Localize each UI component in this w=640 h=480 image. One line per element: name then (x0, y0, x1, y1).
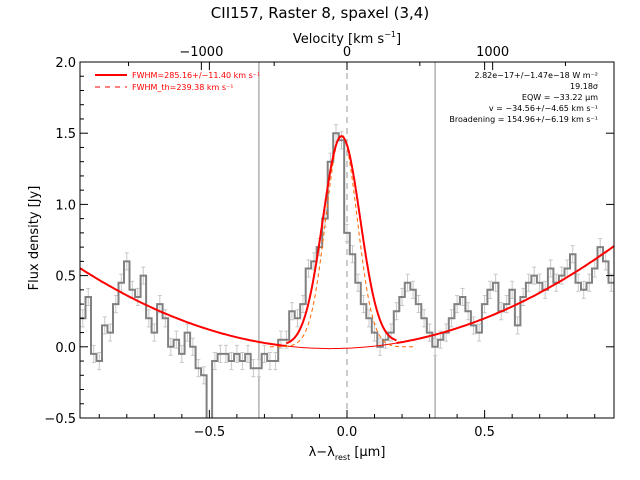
y-tick-label-4: 1.5 (55, 127, 76, 142)
thermal-profile-curve (269, 134, 414, 348)
y-tick-label-1: 0.0 (55, 341, 76, 356)
annotation-block: 2.82e−17+/−1.47e−18 W m⁻² 19.18σ EQW = −… (449, 71, 598, 124)
annotation-line-broadening: Broadening = 154.96+/−6.19 km s⁻¹ (449, 115, 598, 124)
top-tick-label-0: −1000 (179, 45, 223, 60)
legend-label-fwhm-th: FWHM_th=239.38 km s⁻¹ (132, 83, 233, 92)
spectrum-step-line (80, 132, 614, 418)
plot-area (80, 62, 614, 418)
annotation-line-flux: 2.82e−17+/−1.47e−18 W m⁻² (474, 71, 598, 80)
annotation-line-velocity: v = −34.56+/−4.65 km s⁻¹ (489, 104, 598, 113)
legend-label-fwhm: FWHM=285.16+/−11.40 km s⁻¹ (132, 71, 260, 80)
y-tick-label-2: 0.5 (55, 270, 76, 285)
baseline-curve-right (396, 245, 614, 344)
plot-content (80, 62, 614, 418)
top-tick-label-1: 0 (343, 45, 351, 60)
axes: −0.5 0.0 0.5 −0.5 0.0 0.5 1.0 1.5 2.0 −1000 0 1000 (44, 45, 614, 440)
x-tick-label-2: 0.5 (474, 425, 495, 440)
x-tick-label-1: 0.0 (337, 425, 358, 440)
legend: FWHM=285.16+/−11.40 km s⁻¹ FWHM_th=239.3… (95, 71, 260, 92)
y-tick-label-3: 1.0 (55, 198, 76, 213)
annotation-line-eqw: EQW = −33.22 μm (522, 93, 598, 102)
y-tick-label-0: −0.5 (44, 412, 76, 427)
gaussian-fit-curve (286, 135, 397, 345)
x-tick-label-0: −0.5 (194, 425, 226, 440)
x-axis-label: λ−λrest [μm] (309, 445, 386, 462)
top-axis-label: Velocity [km s−1] (293, 30, 401, 47)
top-tick-label-2: 1000 (476, 45, 509, 60)
baseline-curve-left (80, 267, 287, 347)
chart-title: CII157, Raster 8, spaxel (3,4) (211, 4, 429, 22)
y-axis-label: Flux density [Jy] (27, 186, 42, 291)
y-tick-label-5: 2.0 (55, 56, 76, 71)
annotation-line-sigma: 19.18σ (570, 82, 598, 91)
